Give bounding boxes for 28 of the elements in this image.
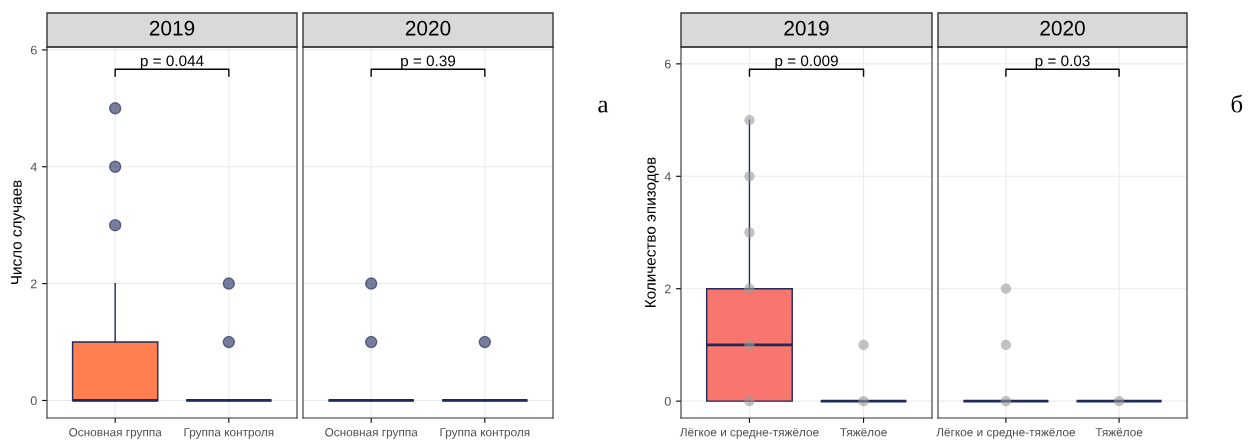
chart-title: 2020 (1040, 20, 1085, 36)
y-tick-label: 2 (664, 284, 671, 294)
x-tick-label: Основная группа (69, 428, 162, 439)
x-tick-label: Лёгкое и средне-тяжёлое (679, 428, 819, 439)
x-tick-label: Тяжёлое (840, 428, 887, 437)
x-tick-label: Тяжёлое (1095, 428, 1143, 437)
text: а (598, 100, 609, 113)
x-tick-label: Группа контроля (440, 428, 530, 439)
y-axis-title: Число случаев (11, 180, 25, 285)
y-tick-label: 6 (664, 59, 671, 69)
y-tick-label: 2 (30, 279, 37, 289)
y-tick-label: 6 (30, 45, 37, 55)
chart-title: 2019 (149, 20, 195, 36)
y-tick-label: 4 (30, 162, 37, 172)
chart-title: 2020 (405, 20, 451, 36)
text: б (1231, 94, 1243, 113)
annotation: p = 0.044 (140, 55, 204, 70)
y-tick-label: 4 (664, 172, 671, 181)
annotation: p = 0.39 (401, 55, 456, 70)
annotation: p = 0.009 (775, 55, 838, 70)
x-tick-label: Основная группа (325, 428, 418, 439)
y-tick-label: 0 (30, 396, 37, 406)
x-tick-label: Группа контроля (184, 428, 274, 439)
y-tick-label: 0 (664, 396, 671, 406)
annotation: p = 0.03 (1035, 55, 1090, 70)
chart-title: 2019 (784, 20, 829, 36)
x-tick-label: Лёгкое и средне-тяжёлое (936, 428, 1076, 439)
y-axis-title: Количество эпизодов (645, 157, 659, 307)
